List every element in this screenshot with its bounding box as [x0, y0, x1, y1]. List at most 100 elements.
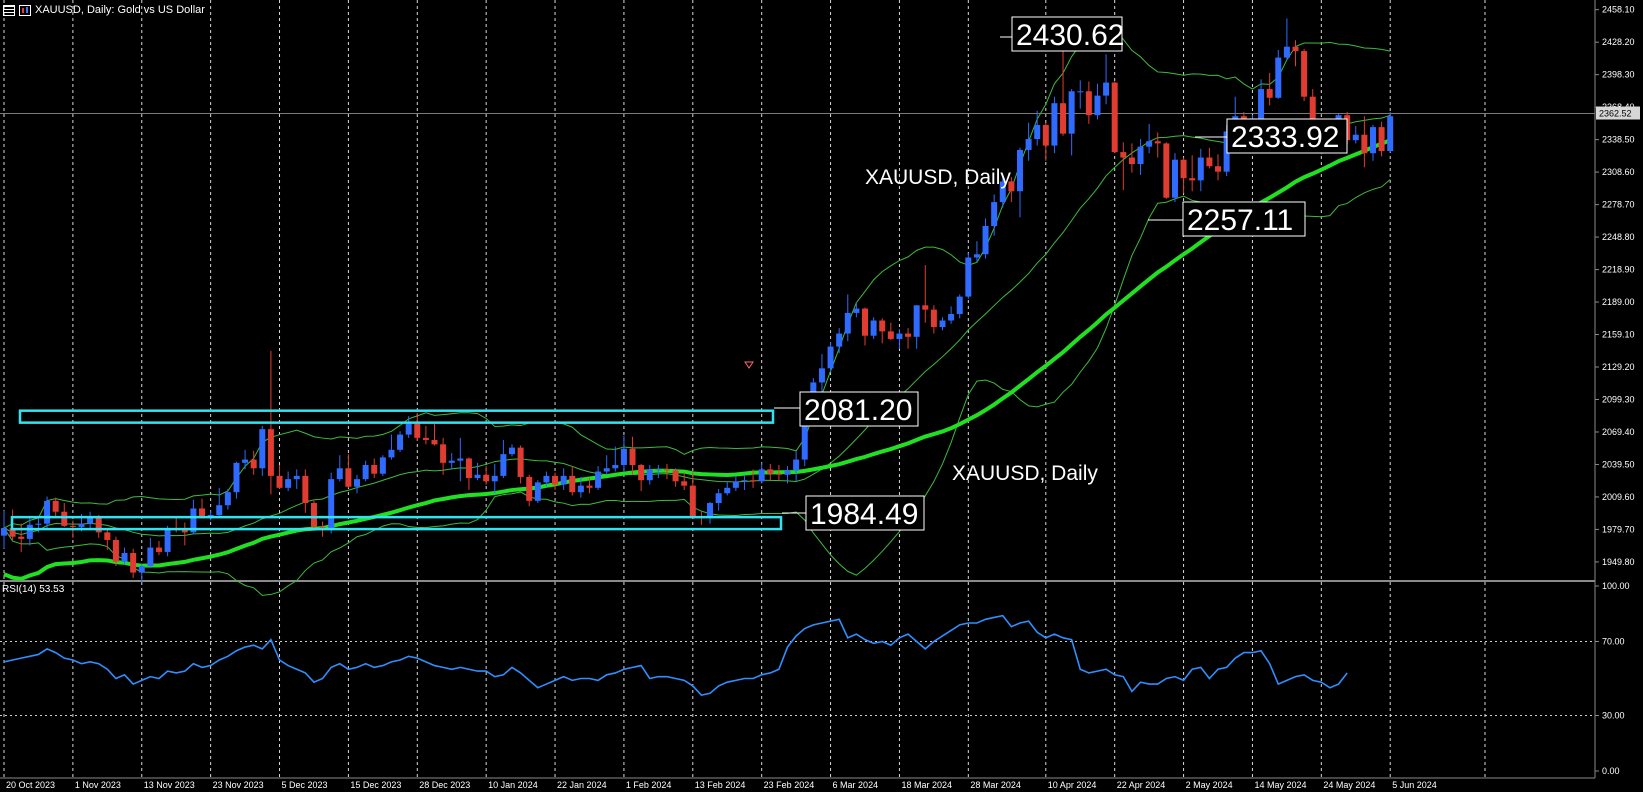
candle-body	[1180, 159, 1187, 179]
x-tick-label: 28 Mar 2024	[970, 780, 1021, 790]
candlestick-chart-icon[interactable]	[19, 4, 31, 16]
annotation-label: 2333.92	[1231, 121, 1339, 154]
candle-body	[336, 468, 343, 480]
candle-body	[199, 508, 206, 519]
candle-body	[1163, 143, 1170, 198]
candle-body	[44, 500, 51, 524]
candle-body	[1387, 116, 1394, 152]
candle-body	[69, 525, 76, 527]
rsi-line	[3, 614, 1348, 697]
candle-body	[1094, 95, 1101, 116]
bollinger-lower	[3, 179, 1391, 596]
candle-body	[818, 368, 825, 383]
candle-body	[440, 444, 447, 463]
y-tick-label: 1949.80	[1602, 557, 1635, 567]
x-tick-label: 28 Dec 2023	[419, 780, 470, 790]
y-tick-label: 2189.00	[1602, 297, 1635, 307]
candle-body	[1378, 127, 1385, 152]
candle-body	[1361, 134, 1368, 154]
candle-body	[1077, 91, 1084, 93]
candle-body	[1292, 46, 1299, 52]
y-tick-label: 2248.80	[1602, 232, 1635, 242]
candle-body	[887, 331, 894, 339]
candle-body	[526, 476, 533, 501]
chart-title: XAUUSD, Daily: Gold vs US Dollar	[35, 4, 205, 16]
candle-body	[1275, 57, 1282, 98]
y-tick-label: 2398.30	[1602, 70, 1635, 80]
candle-body	[775, 473, 782, 475]
candle-body	[1137, 146, 1144, 165]
candle-body	[9, 528, 16, 537]
rsi-y-tick-label: 0.00	[1602, 766, 1620, 776]
candle-body	[999, 181, 1006, 203]
candle-body	[793, 459, 800, 471]
x-tick-label: 13 Nov 2023	[144, 780, 195, 790]
candle-body	[1154, 141, 1161, 144]
candle-body	[1068, 91, 1075, 134]
annotation-box	[1182, 201, 1306, 237]
candle-body	[853, 308, 860, 313]
candle-body	[939, 320, 946, 328]
candle-body	[362, 465, 369, 480]
candle-body	[250, 459, 257, 469]
bars-menu-icon[interactable]	[3, 4, 15, 16]
candle-body	[1, 528, 7, 536]
y-tick-label: 2099.30	[1602, 394, 1635, 404]
annotation-box	[1226, 118, 1348, 154]
annotation-label: 2430.62	[1016, 19, 1124, 52]
x-tick-label: 22 Jan 2024	[557, 780, 607, 790]
candle-body	[276, 475, 283, 488]
candle-body	[354, 479, 361, 487]
annotation-box	[799, 391, 919, 427]
candle-body	[302, 475, 309, 504]
candle-body	[465, 458, 472, 479]
y-tick-label: 2308.60	[1602, 167, 1635, 177]
x-tick-label: 23 Nov 2023	[213, 780, 264, 790]
x-tick-label: 5 Jun 2024	[1392, 780, 1437, 790]
y-tick-label: 2069.40	[1602, 427, 1635, 437]
y-tick-label: 2159.10	[1602, 330, 1635, 340]
candle-body	[930, 309, 937, 328]
annotation-box	[1011, 16, 1123, 52]
y-tick-label: 2428.20	[1602, 37, 1635, 47]
candle-body	[560, 475, 567, 485]
candle-body	[595, 471, 602, 488]
x-tick-label: 22 Apr 2024	[1117, 780, 1166, 790]
candle-body	[1008, 181, 1015, 192]
candle-body	[784, 470, 791, 475]
candle-body	[388, 449, 395, 458]
candle-body	[844, 312, 851, 334]
x-tick-label: 1 Feb 2024	[626, 780, 672, 790]
candle-body	[732, 481, 739, 488]
candle-body	[267, 429, 274, 476]
candle-body	[164, 528, 171, 552]
candle-body	[1215, 166, 1222, 172]
x-tick-label: 24 May 2024	[1323, 780, 1375, 790]
x-tick-label: 10 Apr 2024	[1048, 780, 1097, 790]
candle-body	[35, 523, 42, 525]
candle-body	[629, 448, 636, 466]
x-tick-label: 23 Feb 2024	[764, 780, 815, 790]
x-tick-label: 1 Nov 2023	[75, 780, 121, 790]
candle-body	[78, 523, 85, 527]
candle-body	[155, 547, 162, 552]
candle-body	[991, 202, 998, 226]
candle-body	[26, 524, 33, 539]
candle-body	[1197, 157, 1204, 181]
candle-body	[534, 482, 541, 501]
candle-body	[758, 469, 765, 482]
y-tick-label: 2218.90	[1602, 265, 1635, 275]
y-tick-label: 2338.50	[1602, 135, 1635, 145]
watermark-bottom: XAUUSD, Daily	[952, 462, 1098, 485]
rsi-y-tick-label: 30.00	[1602, 711, 1625, 721]
candle-body	[491, 475, 498, 482]
current-price-label: 2362.52	[1599, 109, 1632, 119]
candle-body	[982, 225, 989, 255]
candle-body	[965, 257, 972, 297]
rsi-label: RSI(14) 53.53	[2, 584, 65, 595]
grid-lines	[3, 0, 1486, 778]
candle-body	[397, 434, 404, 450]
candle-body	[1301, 51, 1308, 97]
